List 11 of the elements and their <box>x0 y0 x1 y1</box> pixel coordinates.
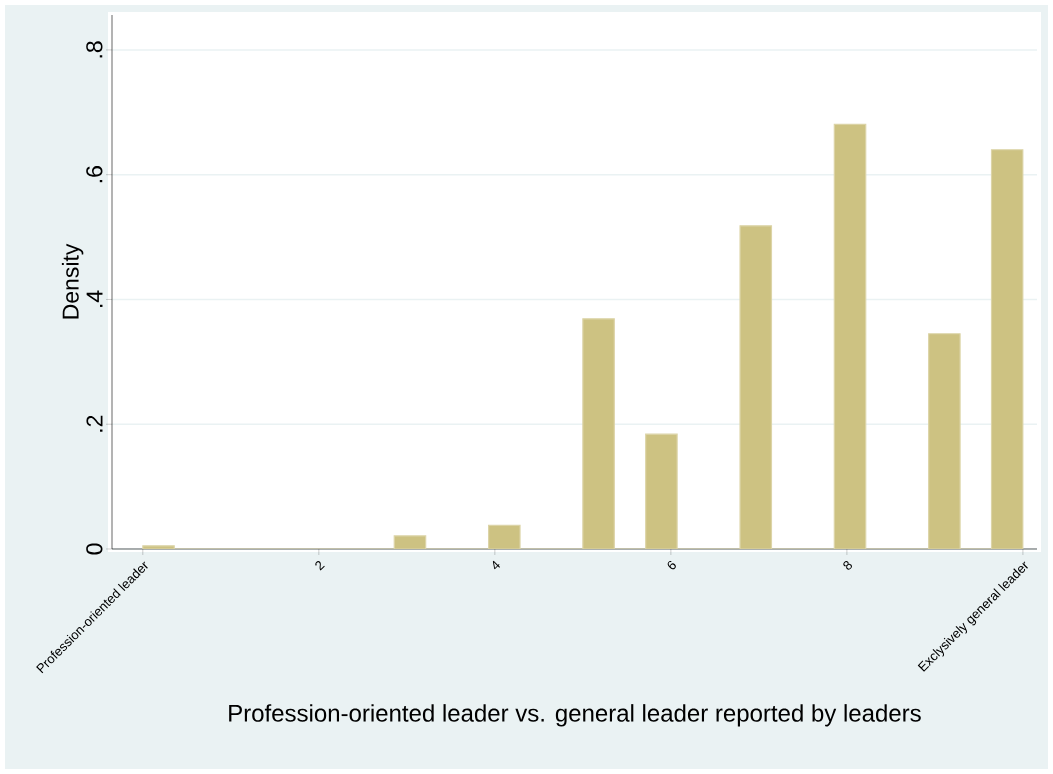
x-tick-label: 4 <box>492 560 501 570</box>
y-axis-title: Density <box>61 243 84 319</box>
y-tick-label: .8 <box>86 41 103 58</box>
x-axis-title: Profession-oriented leader vs. general leader reported by leaders <box>229 704 921 727</box>
x-tick-label: 8 <box>843 561 852 570</box>
y-tick-label: 0 <box>86 543 103 555</box>
y-tick-label: .2 <box>86 415 103 432</box>
x-tick-label: 2 <box>315 561 325 571</box>
y-tick-label: .6 <box>86 166 103 183</box>
x-tick-label: 6 <box>667 561 676 570</box>
y-tick-label: .4 <box>86 290 103 307</box>
